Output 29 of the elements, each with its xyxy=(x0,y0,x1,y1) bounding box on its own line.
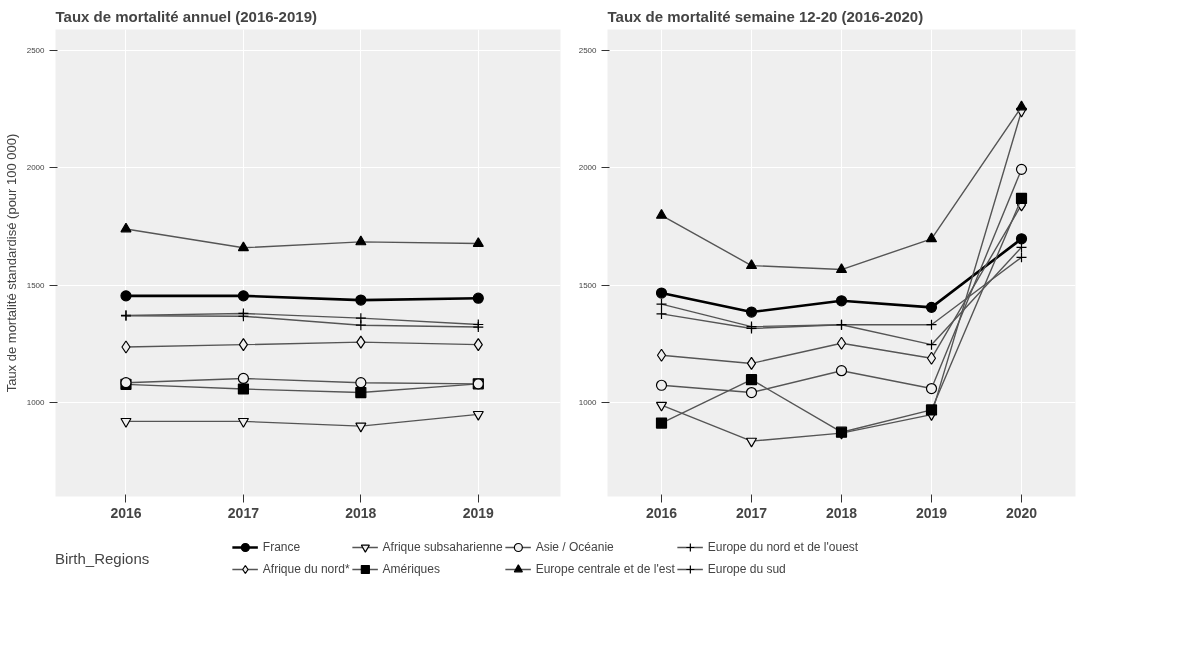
y-tick-label: 1500 xyxy=(578,280,598,290)
y-tick-label: 2500 xyxy=(26,46,46,56)
legend-label: Afrique subsaharienne xyxy=(382,539,503,554)
chart-title: Taux de mortalité semaine 12-20 (2016-2020) xyxy=(607,7,924,25)
x-tick-label: 2018 xyxy=(345,504,377,521)
legend-title: Birth_Regions xyxy=(55,550,150,567)
y-tick-label: 1000 xyxy=(26,398,46,408)
x-tick-label: 2019 xyxy=(462,504,495,521)
legend-label: Europe du nord et de l'ouest xyxy=(707,539,859,554)
chart-title: Taux de mortalité annuel (2016-2019) xyxy=(55,7,317,25)
y-tick-label: 2000 xyxy=(578,163,598,173)
legend-label: France xyxy=(262,539,301,554)
x-tick-label: 2018 xyxy=(825,504,858,521)
x-tick-label: 2017 xyxy=(227,504,260,521)
x-tick-label: 2019 xyxy=(915,504,948,521)
legend-label: Asie / Océanie xyxy=(535,539,614,554)
y-tick-label: 1500 xyxy=(26,280,46,290)
legend-label: Europe centrale et de l'est xyxy=(535,561,675,576)
legend-label: Amériques xyxy=(382,561,440,576)
y-tick-label: 2500 xyxy=(578,46,598,56)
x-tick-label: 2016 xyxy=(645,504,678,521)
x-tick-label: 2020 xyxy=(1005,504,1038,521)
legend-label: Europe du sud xyxy=(707,561,786,576)
y-tick-label: 1000 xyxy=(578,398,598,408)
x-tick-label: 2017 xyxy=(735,504,768,521)
x-tick-label: 2016 xyxy=(110,504,142,521)
y-axis-title: Taux de mortalité standardisé (pour 100 000) xyxy=(3,133,19,393)
y-tick-label: 2000 xyxy=(26,163,46,173)
legend-label: Afrique du nord* xyxy=(262,561,350,576)
